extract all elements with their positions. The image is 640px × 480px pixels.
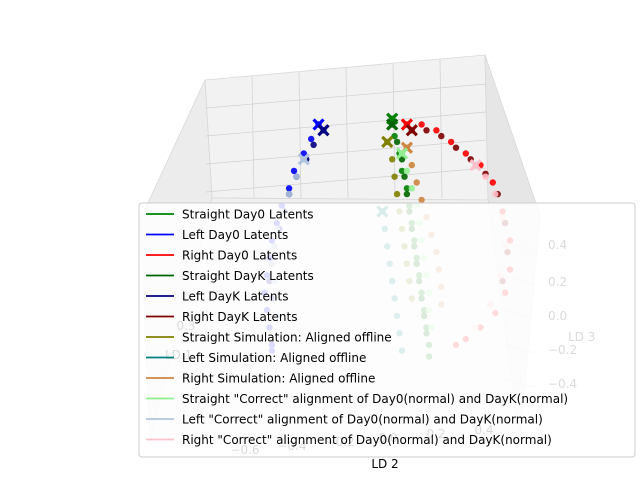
data-point bbox=[462, 150, 469, 157]
data-point bbox=[293, 173, 300, 180]
data-point bbox=[413, 179, 420, 186]
legend-label: Right Simulation: Aligned offline bbox=[182, 372, 375, 386]
data-point bbox=[300, 150, 307, 157]
legend-box bbox=[138, 202, 636, 458]
start-marker bbox=[395, 147, 409, 160]
grid-line bbox=[298, 71, 302, 199]
legend-label: Left Day0 Latents bbox=[182, 228, 288, 242]
legend-label: Straight DayK Latents bbox=[182, 269, 314, 283]
data-point bbox=[393, 138, 401, 146]
legend-label: Right "Correct" alignment of Day0(normal… bbox=[182, 433, 552, 447]
data-point bbox=[438, 132, 445, 140]
x-axis-label: LD 2 bbox=[371, 457, 398, 471]
data-point bbox=[403, 190, 411, 198]
legend-label: Right DayK Latents bbox=[182, 310, 297, 324]
grid-line bbox=[251, 75, 255, 199]
start-marker bbox=[386, 118, 399, 131]
data-point bbox=[433, 127, 440, 134]
legend-label: Straight Simulation: Aligned offline bbox=[182, 331, 392, 345]
data-point bbox=[285, 185, 293, 192]
legend-label: Right Day0 Latents bbox=[182, 249, 297, 263]
data-point bbox=[423, 127, 430, 134]
data-point bbox=[492, 190, 499, 198]
data-point bbox=[398, 167, 406, 175]
back-pane bbox=[204, 54, 489, 201]
data-point bbox=[391, 173, 398, 180]
data-point bbox=[489, 179, 496, 186]
grid-line bbox=[205, 139, 487, 165]
data-point bbox=[401, 173, 408, 180]
data-point bbox=[308, 135, 315, 143]
start-marker bbox=[297, 153, 310, 166]
legend-label: Left Simulation: Aligned offline bbox=[182, 351, 366, 365]
grid-line bbox=[345, 67, 349, 199]
start-marker bbox=[317, 124, 330, 137]
data-point bbox=[398, 156, 406, 163]
data-point bbox=[403, 167, 411, 175]
legend-label: Straight Day0 Latents bbox=[182, 208, 314, 222]
grid-line bbox=[205, 167, 487, 193]
data-point bbox=[447, 138, 455, 146]
data-point bbox=[285, 190, 293, 198]
data-point bbox=[310, 141, 317, 148]
start-marker bbox=[405, 124, 418, 137]
data-point bbox=[393, 190, 401, 198]
legend-label: Straight "Correct" alignment of Day0(nor… bbox=[182, 392, 568, 406]
data-point bbox=[418, 196, 425, 204]
grid-line bbox=[439, 59, 443, 199]
grid-line bbox=[205, 83, 487, 109]
grid-line bbox=[205, 111, 487, 137]
data-point bbox=[408, 161, 415, 169]
data-point bbox=[482, 173, 489, 180]
data-point bbox=[290, 167, 298, 175]
data-point bbox=[389, 156, 396, 163]
data-point bbox=[452, 144, 460, 151]
start-marker bbox=[381, 135, 394, 149]
start-marker bbox=[469, 158, 482, 172]
legend-label: Left DayK Latents bbox=[182, 290, 288, 304]
data-point bbox=[418, 121, 425, 128]
data-point bbox=[408, 185, 415, 192]
data-point bbox=[403, 185, 411, 192]
legend: Straight Day0 Latents Left Day0 Latents Ri… bbox=[138, 202, 636, 458]
legend-label: Left "Correct" alignment of Day0(normal)… bbox=[182, 413, 543, 427]
